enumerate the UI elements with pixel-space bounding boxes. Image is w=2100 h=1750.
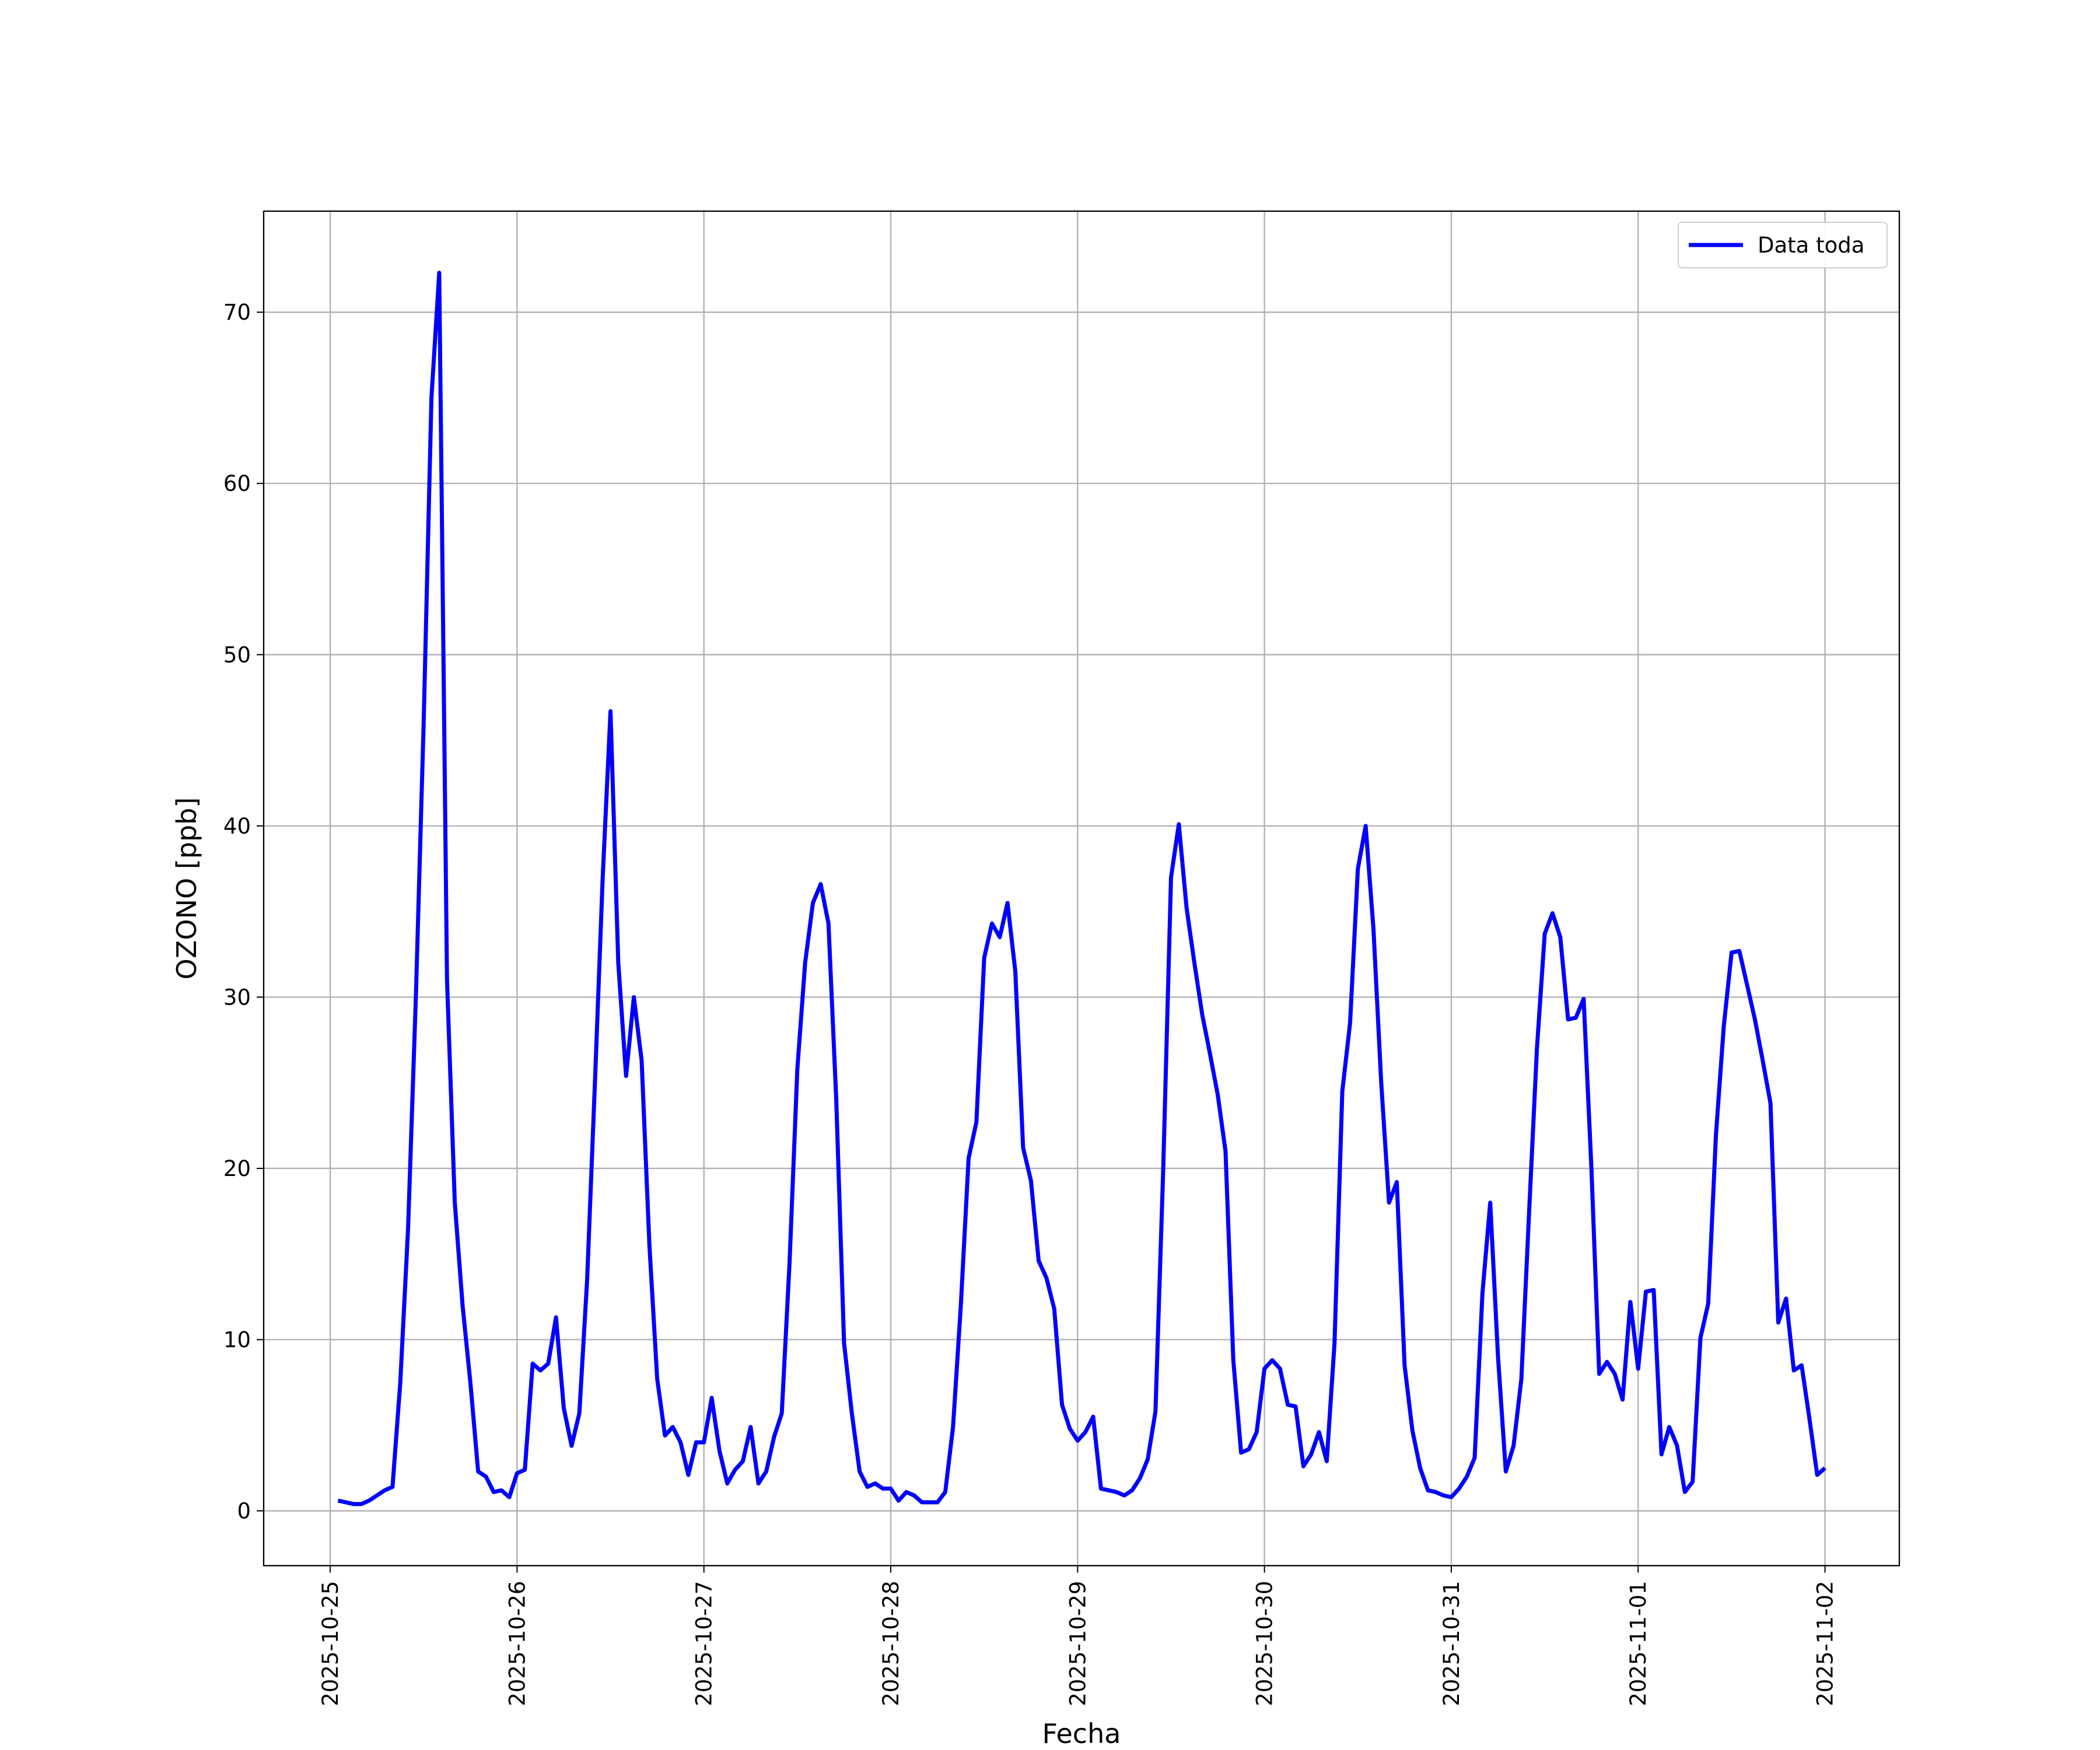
x-tick-label: 2025-11-01 <box>1626 1581 1651 1706</box>
legend: Data toda <box>1678 222 1888 268</box>
y-tick-label: 20 <box>223 1156 251 1181</box>
x-tick-label: 2025-10-29 <box>1065 1581 1090 1706</box>
y-tick-label: 0 <box>237 1499 251 1524</box>
x-tick-label: 2025-10-31 <box>1439 1581 1464 1706</box>
y-tick-label: 60 <box>223 471 251 496</box>
grid <box>264 211 1899 1566</box>
x-tick-label: 2025-10-28 <box>878 1581 904 1706</box>
y-tick-label: 30 <box>223 985 251 1010</box>
y-tick-label: 40 <box>223 814 251 839</box>
x-tick-label: 2025-10-27 <box>692 1581 717 1706</box>
plot-area <box>337 271 1826 1506</box>
x-tick-label: 2025-10-25 <box>318 1581 343 1706</box>
x-tick-label: 2025-10-30 <box>1252 1581 1278 1706</box>
y-tick-label: 10 <box>223 1328 251 1353</box>
y-axis-label: OZONO [ppb] <box>171 797 202 980</box>
x-tick-label: 2025-10-26 <box>505 1581 530 1706</box>
x-tick-label: 2025-11-02 <box>1813 1581 1838 1706</box>
y-tick-label: 70 <box>223 300 251 325</box>
axes-frame <box>262 210 1901 1567</box>
y-tick-label: 50 <box>223 642 251 667</box>
data-line <box>337 271 1826 1506</box>
legend-box <box>1678 222 1888 268</box>
legend-label: Data toda <box>1758 233 1864 258</box>
x-axis-label: Fecha <box>1042 1718 1121 1749</box>
